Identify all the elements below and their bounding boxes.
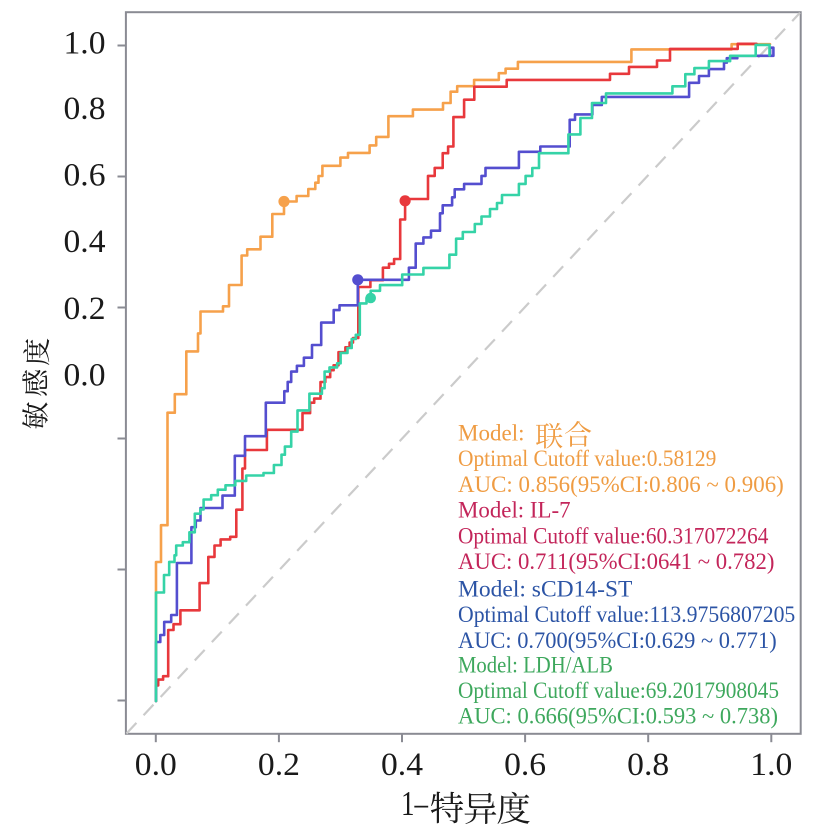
svg-text:0.0: 0.0 xyxy=(64,357,106,393)
svg-text:Optimal Cutoff value:60.317072: Optimal Cutoff value:60.317072264 xyxy=(458,523,769,548)
svg-text:0.8: 0.8 xyxy=(64,91,106,127)
svg-text:Model: IL-7: Model: IL-7 xyxy=(458,498,571,523)
svg-text:0.4: 0.4 xyxy=(381,747,423,783)
svg-text:Model: LDH/ALB: Model: LDH/ALB xyxy=(458,653,613,678)
svg-text:AUC: 0.666(95%CI:0.593 ~ 0.738: AUC: 0.666(95%CI:0.593 ~ 0.738) xyxy=(458,704,778,729)
svg-text:0.0: 0.0 xyxy=(135,747,177,783)
svg-text:Optimal Cutoff value:113.97568: Optimal Cutoff value:113.9756807205 xyxy=(458,602,795,627)
svg-text:0.6: 0.6 xyxy=(64,158,106,194)
svg-text:AUC: 0.856(95%CI:0.806 ~ 0.906: AUC: 0.856(95%CI:0.806 ~ 0.906) xyxy=(458,472,784,497)
svg-text:Model: sCD14-ST: Model: sCD14-ST xyxy=(458,577,632,602)
svg-text:0.2: 0.2 xyxy=(64,291,106,327)
svg-text:1.0: 1.0 xyxy=(750,747,792,783)
svg-text:0.2: 0.2 xyxy=(258,747,300,783)
svg-text:0.8: 0.8 xyxy=(627,747,669,783)
svg-text:Optimal Cutoff value:69.201790: Optimal Cutoff value:69.2017908045 xyxy=(458,678,779,703)
svg-text:AUC: 0.700(95%CI:0.629 ~ 0.771: AUC: 0.700(95%CI:0.629 ~ 0.771) xyxy=(458,628,777,653)
svg-text:AUC: 0.711(95%CI:0641 ~ 0.782): AUC: 0.711(95%CI:0641 ~ 0.782) xyxy=(458,549,775,574)
svg-text:1.0: 1.0 xyxy=(64,26,106,62)
svg-text:0.6: 0.6 xyxy=(504,747,546,783)
svg-text:Optimal Cutoff value:0.58129: Optimal Cutoff value:0.58129 xyxy=(458,446,716,471)
svg-text:1–: 1– xyxy=(401,784,428,823)
svg-text:Model:: Model: xyxy=(458,421,525,446)
svg-text:0.4: 0.4 xyxy=(64,224,106,260)
